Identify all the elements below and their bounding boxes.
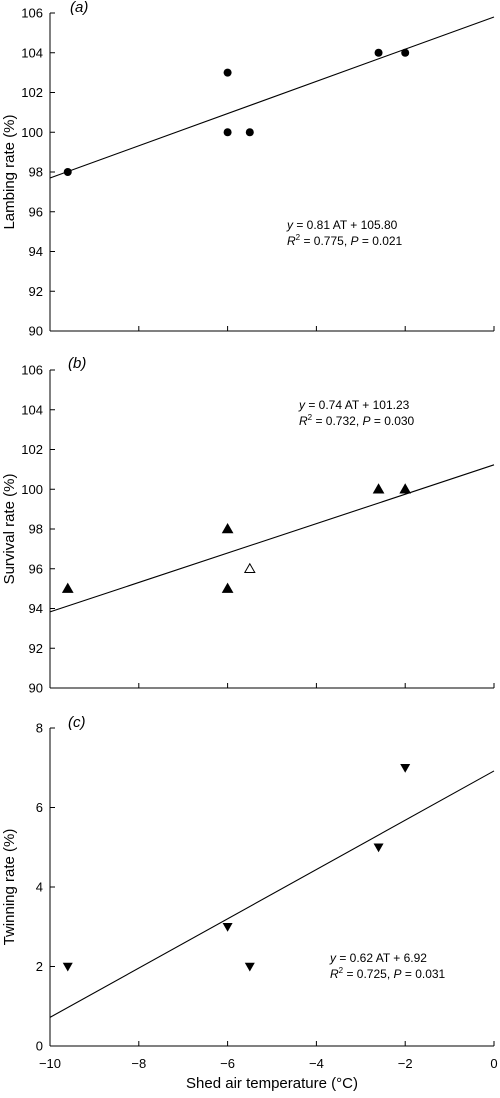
chart-panel-2: 90 92 94 96 98 100 102 104 106 Survival rate (%) (… bbox=[1, 355, 495, 696]
y-tick-label: 94 bbox=[29, 244, 43, 259]
y-tick-label: 98 bbox=[29, 522, 43, 537]
x-tick-label: −2 bbox=[398, 1056, 413, 1071]
regression-equation: y = 0.74 AT + 101.23 bbox=[298, 398, 410, 412]
y-tick-label: 90 bbox=[29, 324, 43, 339]
regression-equation: y = 0.81 AT + 105.80 bbox=[286, 218, 398, 232]
x-tick-label: −4 bbox=[309, 1056, 324, 1071]
x-tick-label: −8 bbox=[131, 1056, 146, 1071]
y-axis-title: Lambing rate (%) bbox=[1, 114, 18, 229]
data-point bbox=[222, 923, 233, 932]
data-point bbox=[221, 582, 234, 593]
y-tick-label: 96 bbox=[29, 561, 43, 576]
data-point bbox=[244, 962, 255, 972]
y-tick-label: 100 bbox=[21, 125, 43, 140]
regression-stats: R2 = 0.775, P = 0.021 bbox=[287, 233, 403, 248]
y-tick-label: 104 bbox=[21, 45, 43, 60]
data-point bbox=[223, 68, 232, 77]
regression-stats: R2 = 0.725, P = 0.031 bbox=[330, 966, 446, 981]
y-tick-label: 106 bbox=[21, 6, 43, 21]
data-point bbox=[245, 128, 254, 137]
regression-line bbox=[49, 16, 495, 179]
panel-label: (c) bbox=[68, 714, 86, 731]
y-tick-label: 102 bbox=[21, 442, 43, 457]
y-tick-label: 98 bbox=[29, 165, 43, 180]
y-tick-label: 102 bbox=[21, 85, 43, 100]
y-tick-label: 104 bbox=[21, 402, 43, 417]
data-point bbox=[63, 168, 72, 176]
data-point bbox=[223, 128, 232, 137]
x-tick-label: 0 bbox=[490, 1056, 497, 1071]
y-tick-label: 96 bbox=[29, 204, 43, 219]
data-point-open bbox=[243, 562, 256, 573]
y-tick-label: 90 bbox=[29, 681, 43, 696]
regression-line bbox=[49, 770, 495, 1018]
data-point bbox=[372, 483, 385, 494]
data-point bbox=[400, 764, 411, 773]
x-axis-title: Shed air temperature (°C) bbox=[186, 1075, 358, 1092]
panel-label: (a) bbox=[70, 0, 88, 16]
data-point bbox=[62, 962, 73, 972]
chart-panel-3: 0 2 4 6 8 −10 −8 −6 −4 −2 0 Twinning rate (%) Shed a… bbox=[1, 714, 498, 1092]
data-point bbox=[221, 522, 234, 534]
y-tick-label: 8 bbox=[36, 721, 43, 736]
y-tick-label: 4 bbox=[36, 880, 43, 895]
data-point bbox=[61, 582, 74, 593]
y-axis-title: Survival rate (%) bbox=[1, 474, 18, 585]
x-tick-label: −6 bbox=[220, 1056, 235, 1071]
panel-label: (b) bbox=[68, 355, 86, 372]
data-point bbox=[374, 48, 383, 57]
y-tick-label: 94 bbox=[29, 601, 43, 616]
regression-equation: y = 0.62 AT + 6.92 bbox=[329, 951, 427, 965]
y-tick-label: 2 bbox=[36, 959, 43, 974]
x-tick-label: −10 bbox=[39, 1056, 61, 1071]
y-tick-label: 0 bbox=[36, 1039, 43, 1054]
data-point bbox=[399, 483, 412, 494]
data-point bbox=[373, 843, 384, 853]
chart-panel-1: 90 92 94 96 98 100 102 104 106 Lambing rate (%) (a… bbox=[1, 0, 495, 339]
y-axis-title: Twinning rate (%) bbox=[1, 829, 18, 946]
regression-stats: R2 = 0.732, P = 0.030 bbox=[299, 413, 415, 428]
y-tick-label: 106 bbox=[21, 363, 43, 378]
y-tick-label: 92 bbox=[29, 641, 43, 656]
data-point bbox=[401, 48, 410, 57]
y-tick-label: 100 bbox=[21, 482, 43, 497]
y-tick-label: 6 bbox=[36, 800, 43, 815]
y-tick-label: 92 bbox=[29, 284, 43, 299]
regression-line bbox=[49, 464, 495, 613]
